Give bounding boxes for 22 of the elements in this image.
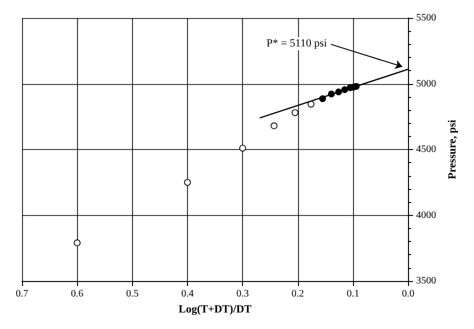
point [308, 100, 314, 108]
y-tick-label: 4000 [416, 210, 436, 221]
x-tick-label: 0.4 [181, 288, 194, 300]
y-tick-label: 4500 [416, 144, 436, 155]
point [74, 239, 81, 246]
annotation: P* = 5110 psi [266, 38, 327, 50]
point [239, 144, 246, 152]
point [292, 109, 298, 116]
y-tick-label: 5000 [416, 78, 436, 90]
x-tick-label: 0.2 [292, 288, 304, 300]
y-tick-label: 5500 [416, 12, 436, 24]
y-tick-label: 3500 [416, 276, 436, 286]
x-tick-label: 0.1 [346, 288, 360, 300]
x-tick-label: 0.0 [402, 288, 414, 300]
y-axis-title: Pressure, psi [446, 120, 458, 180]
x-tick-label: 0.5 [126, 288, 139, 300]
x-tick-label: 0.7 [16, 288, 28, 300]
x-axis-title: Log(T+DT)/DT [178, 303, 252, 316]
x-tick-label: 0.6 [70, 288, 84, 300]
point [270, 122, 278, 130]
x-tick-label: 0.3 [236, 288, 249, 300]
point [184, 178, 191, 186]
